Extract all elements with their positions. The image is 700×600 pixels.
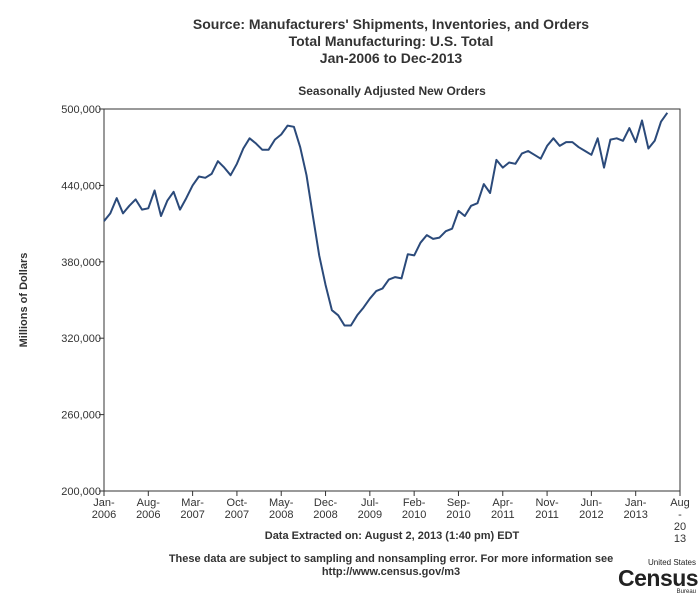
y-tick-label: 500,000 [61, 104, 101, 116]
logo-bottom-text: Bureau [676, 589, 696, 595]
x-tick-label: Aug-2006 [136, 497, 160, 521]
x-tick-label: Mar-2007 [180, 497, 204, 521]
x-tick-label: Jul-2009 [358, 497, 382, 521]
y-tick-label: 260,000 [61, 410, 101, 422]
logo-main-text: Census [618, 565, 699, 591]
x-tick-label: Jan-2006 [92, 497, 116, 521]
x-tick-label: Nov-2011 [535, 497, 559, 521]
x-tick-label: Jun-2012 [579, 497, 603, 521]
x-tick-label: Aug -20 13 [670, 497, 690, 545]
x-tick-label: May-2008 [269, 497, 294, 521]
extraction-note: Data Extracted on: August 2, 2013 (1:40 … [264, 530, 520, 542]
chart-title: Seasonally Adjusted New Orders [298, 84, 486, 98]
plot-frame [103, 108, 681, 492]
y-tick-label: 380,000 [61, 257, 101, 269]
x-axis: Jan-2006 Aug-2006 Mar-2007 Oct-2007 May-2008… [92, 491, 690, 545]
series-line [103, 112, 669, 327]
census-logo: United States Census Bureau [618, 558, 699, 596]
x-tick-label: Jan-2013 [623, 497, 647, 521]
date-range-title: Jan-2006 to Dec-2013 [319, 50, 463, 66]
source-link[interactable]: http://www.census.gov/m3 [321, 566, 461, 578]
source-title: Source: Manufacturers' Shipments, Invent… [192, 16, 590, 32]
x-tick-label: Dec-2008 [313, 497, 337, 521]
x-tick-label: Sep-2010 [446, 497, 470, 521]
x-tick-label: Apr-2011 [491, 497, 515, 521]
disclaimer: These data are subject to sampling and n… [0, 553, 700, 579]
series-title: Total Manufacturing: U.S. Total [288, 33, 494, 49]
logo-top-text: United States [647, 558, 696, 567]
y-tick-label: 440,000 [61, 180, 101, 192]
y-axis: 200,000 260,000 320,000 380,000 440,000 500,0… [61, 104, 104, 498]
disclaimer-text: These data are subject to sampling and n… [168, 553, 614, 565]
y-tick-label: 200,000 [61, 486, 101, 498]
chart-header: Source: Manufacturers' Shipments, Invent… [0, 16, 700, 67]
x-tick-label: Feb-2010 [402, 497, 426, 521]
y-tick-label: 320,000 [61, 333, 101, 345]
x-tick-label: Oct-2007 [225, 497, 249, 521]
